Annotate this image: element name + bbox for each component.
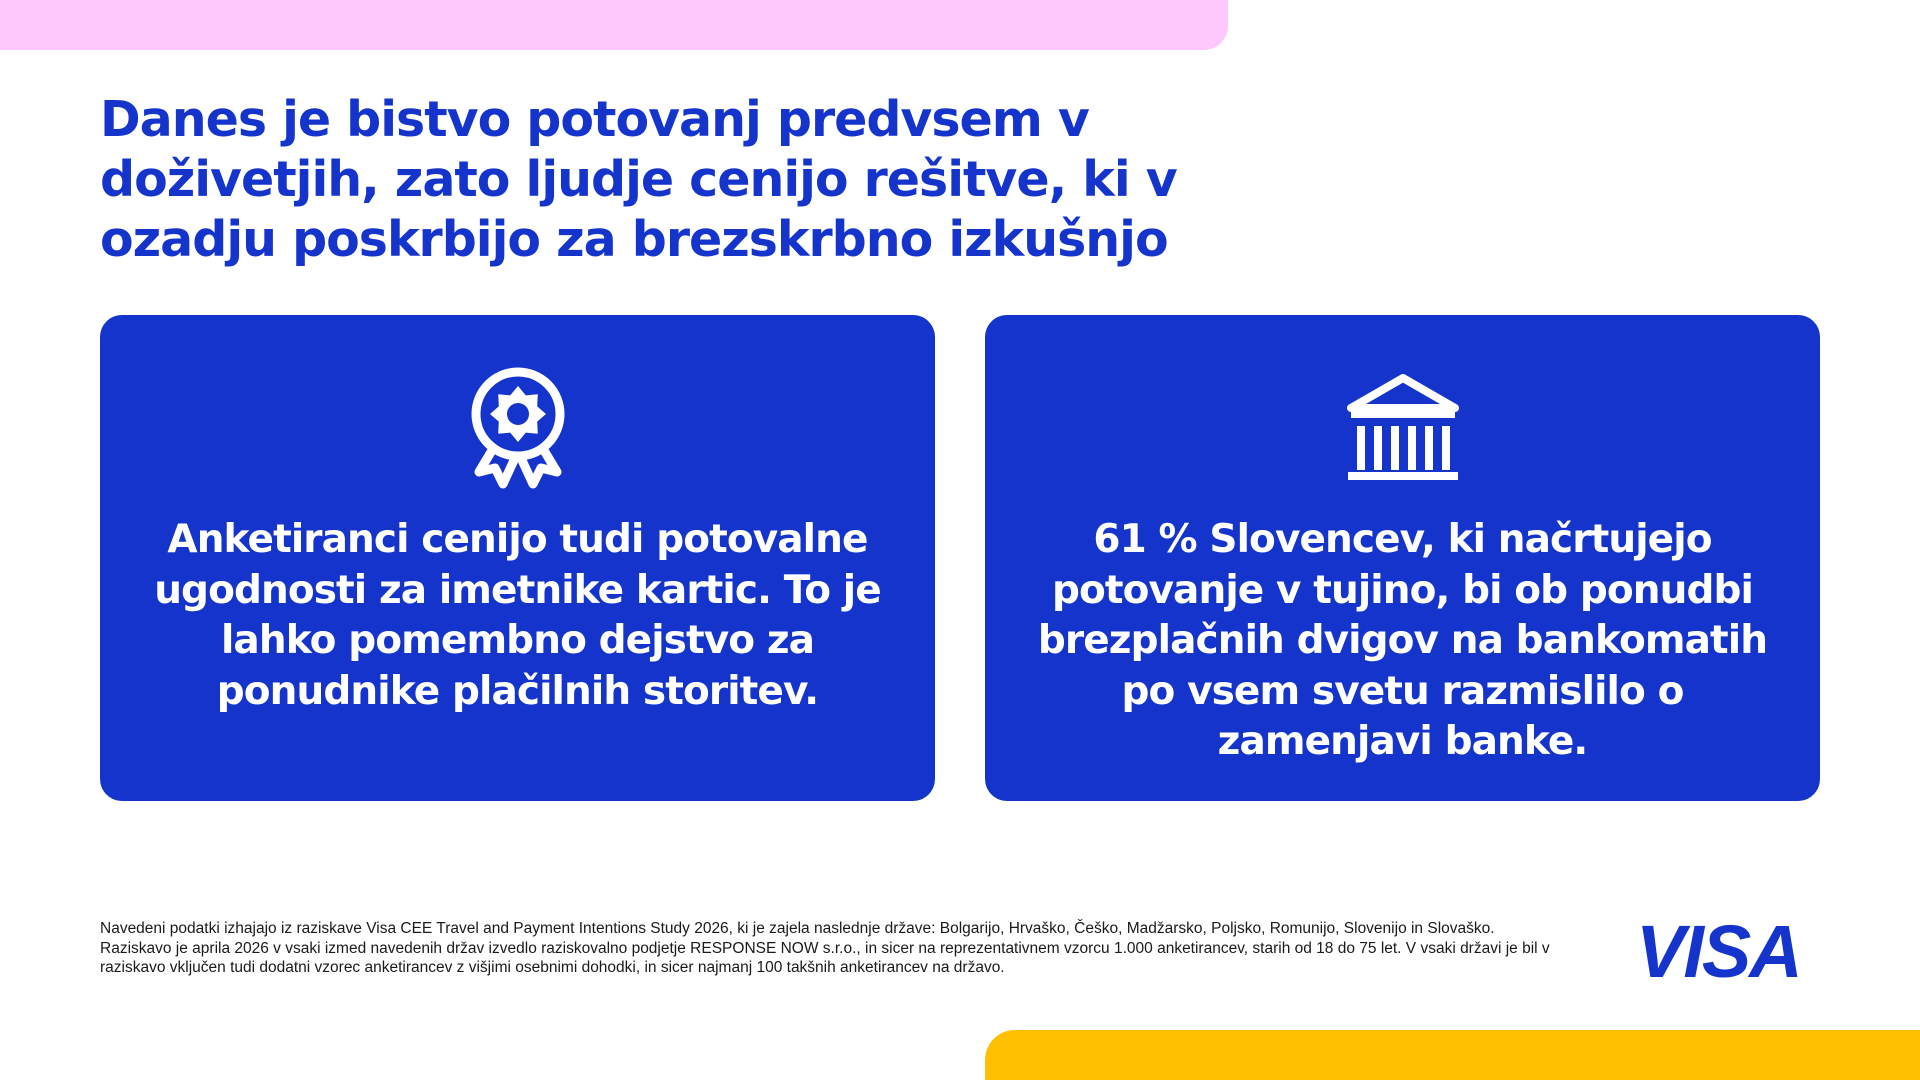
bank-building-icon [1346, 374, 1459, 480]
visa-logo: VISA [1636, 910, 1803, 993]
bottom-decorative-bar [985, 1030, 1920, 1080]
survey-footnote: Navedeni podatki izhajajo iz raziskave V… [100, 920, 1550, 976]
award-ribbon-icon [471, 367, 564, 489]
info-card-atm-statistic: 61 % Slovencev, ki načrtujejo potovanje … [985, 315, 1820, 801]
card-benefits-text: Anketiranci cenijo tudi potovalne ugodno… [154, 517, 882, 714]
card-atm-statistic-text: 61 % Slovencev, ki načrtujejo potovanje … [1037, 517, 1768, 764]
page-headline: Danes je bistvo potovanj predvsem v doži… [100, 91, 1178, 268]
info-card-benefits: Anketiranci cenijo tudi potovalne ugodno… [100, 315, 935, 801]
top-decorative-bar [0, 0, 1228, 50]
